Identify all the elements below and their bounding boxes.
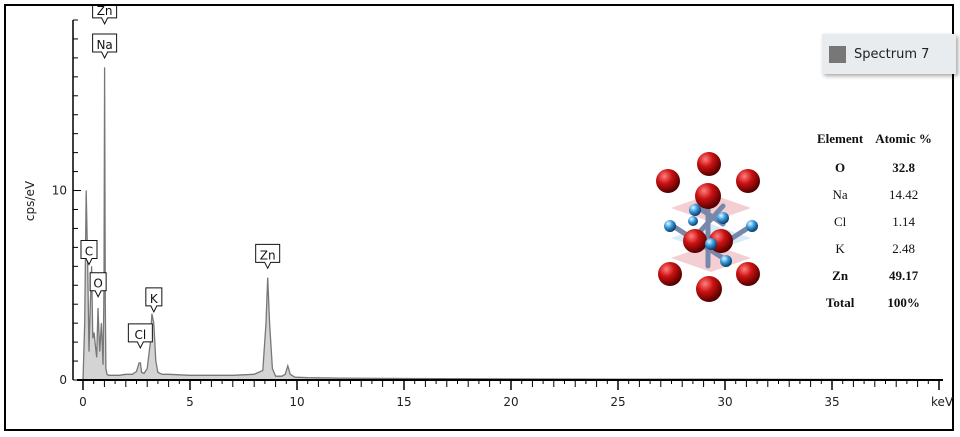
peak-label-box [127,323,153,350]
peak-label-c: C [85,245,93,259]
atomic-percent-table: Element Atomic % O 32.8 Na 14.42 Cl 1.14 K 2.48… [811,124,938,316]
x-tick-label: 0 [79,395,87,409]
spectrum-chart: 0 5 10 15 20 25 30 35 keV 0 10 cps/eV Zn Na C O Cl K Zn [23,6,954,409]
peak-label-box [92,33,118,60]
table-row: O 32.8 [811,154,938,181]
y-tick-label: 0 [59,373,67,387]
x-tick-label: 5 [186,395,194,409]
peak-label-na: Na [96,38,112,52]
table-row: Zn 49.17 [811,262,938,289]
small-atom [705,238,717,250]
legend-label: Spectrum 7 [854,46,930,62]
table-row: Cl 1.14 [811,208,938,235]
atomic-percent-cell: 32.8 [892,159,915,175]
small-atom [664,220,676,232]
atomic-percent-column-header: Atomic % [875,131,932,146]
peak-label-zn: Zn [97,6,113,18]
peak-label-box [255,243,281,270]
peak-label-o: O [93,277,102,291]
table-row: K 2.48 [811,235,938,262]
x-axis-title: keV [931,395,954,409]
element-cell: Na [832,186,848,202]
element-cell: Zn [832,267,849,283]
peak-label-zn: Zn [260,248,276,262]
peak-label-k: K [150,292,159,306]
large-atom [736,169,760,193]
x-tick-label: 30 [717,395,732,409]
table-row: Total 100% [811,289,938,316]
x-tick-label: 20 [503,395,518,409]
atomic-percent-cell: 2.48 [892,240,915,256]
atomic-percent-cell: 1.14 [892,213,915,229]
element-cell: K [835,240,845,256]
small-atom [746,220,758,232]
element-cell: Cl [833,213,847,229]
large-atom [696,276,722,302]
peak-label-cl: Cl [134,328,146,342]
large-atom [656,169,680,193]
large-atom [736,262,760,286]
element-column-header: Element [817,131,864,146]
x-tick-label: 35 [824,395,839,409]
atomic-percent-cell: 14.42 [888,186,919,202]
element-cell: O [835,159,846,175]
chart-frame: 0 5 10 15 20 25 30 35 keV 0 10 cps/eV Zn Na C O Cl K Zn Sp… [4,4,956,431]
large-atom [658,262,682,286]
small-atom [688,216,698,226]
peak-label-box [145,287,163,314]
table-row: Na 14.42 [811,181,938,208]
legend-swatch [829,45,846,63]
peak-label-box [92,6,118,26]
peak-label-box [89,272,107,298]
y-tick-label: 10 [52,184,67,198]
small-atom [689,204,701,216]
x-tick-label: 15 [396,395,411,409]
large-atom [695,183,721,209]
element-cell: Total [825,294,855,310]
crystal-structure-illustration [656,152,760,302]
y-axis-title: cps/eV [23,180,37,221]
large-atom [683,229,707,253]
large-atom [697,152,721,176]
small-atom [720,255,732,267]
table-header-row: Element Atomic % [811,124,938,154]
peak-label-box [80,240,98,266]
series-line-spectrum-7 [82,67,940,381]
x-tick-label: 10 [289,395,304,409]
x-tick-label: 25 [610,395,625,409]
atomic-percent-cell: 100% [887,294,920,310]
legend: Spectrum 7 [822,34,956,74]
atomic-percent-cell: 49.17 [888,267,919,283]
small-atom [717,212,729,224]
